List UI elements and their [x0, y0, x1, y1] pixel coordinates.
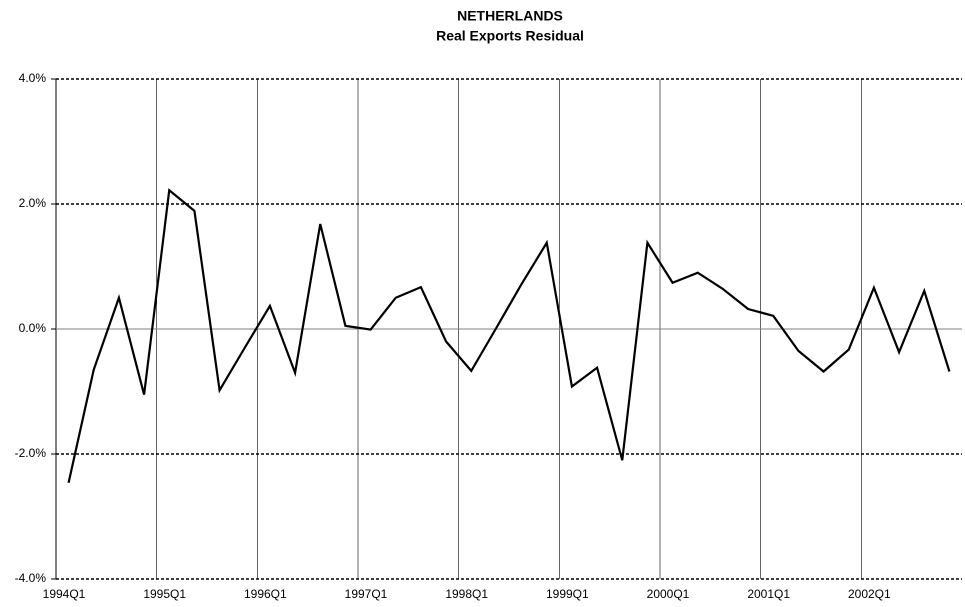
y-tick-label: -4.0%: [15, 571, 47, 585]
y-tick-label: 4.0%: [19, 71, 47, 85]
chart-subtitle: Real Exports Residual: [436, 28, 584, 44]
x-tick-label: 1994Q1: [43, 587, 86, 601]
y-tick-label: 2.0%: [19, 196, 47, 210]
x-tick-label: 1999Q1: [546, 587, 589, 601]
x-tick-label: 1995Q1: [143, 587, 186, 601]
chart-title: NETHERLANDS: [457, 8, 563, 24]
x-tick-label: 1996Q1: [244, 587, 287, 601]
x-tick-label: 2001Q1: [747, 587, 790, 601]
x-tick-label: 2002Q1: [848, 587, 891, 601]
y-tick-label: -2.0%: [15, 446, 47, 460]
x-tick-label: 1998Q1: [445, 587, 488, 601]
x-tick-label: 2000Q1: [647, 587, 690, 601]
data-line: [67, 188, 951, 483]
y-tick-label: 0.0%: [19, 321, 47, 335]
x-tick-label: 1997Q1: [345, 587, 388, 601]
